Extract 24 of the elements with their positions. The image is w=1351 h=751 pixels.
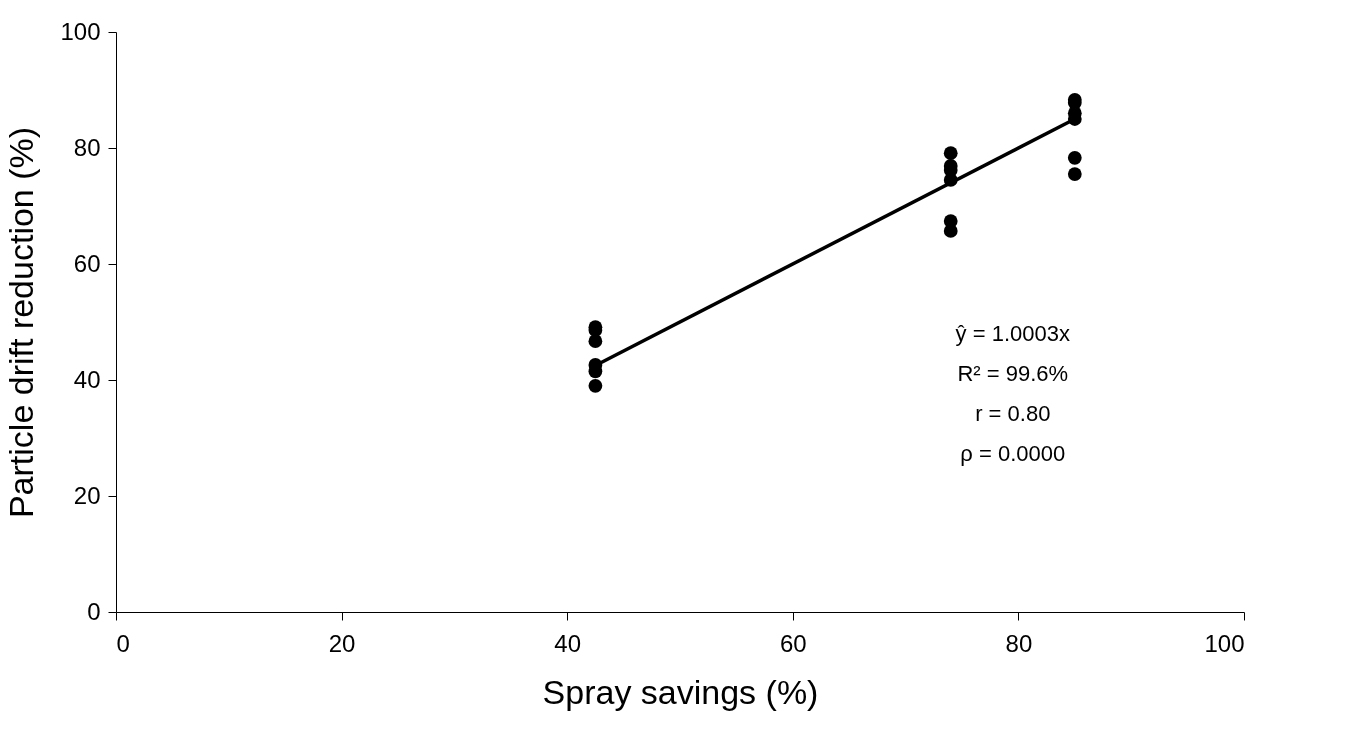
annotation: r = 0.80 [975,400,1051,426]
point [1067,150,1082,165]
annotation: ρ = 0.0000 [960,440,1066,466]
y-axis-title: Particle drift reduction (%) [2,126,41,519]
point [1067,167,1082,181]
y-tick-label: 0 [87,597,101,625]
point [943,224,958,238]
x-tick-label: 100 [1204,629,1245,657]
point [943,146,958,161]
y-tick-label: 60 [73,249,101,277]
x-axis-title: Spray savings (%) [542,672,819,711]
y-tick-label: 20 [73,481,101,509]
x-tick-label: 0 [116,629,130,657]
x-tick-label: 80 [1005,629,1033,657]
y-tick-label: 100 [60,17,101,45]
annotation: R² = 99.6% [957,360,1069,386]
x-tick-label: 60 [779,629,807,657]
y-tick-label: 80 [73,133,101,161]
point [588,334,603,349]
point [588,378,603,393]
annotation: ŷ = 1.0003x [955,320,1070,346]
y-tick-label: 40 [73,365,101,393]
x-tick-label: 40 [554,629,582,657]
x-tick-label: 20 [328,629,356,657]
